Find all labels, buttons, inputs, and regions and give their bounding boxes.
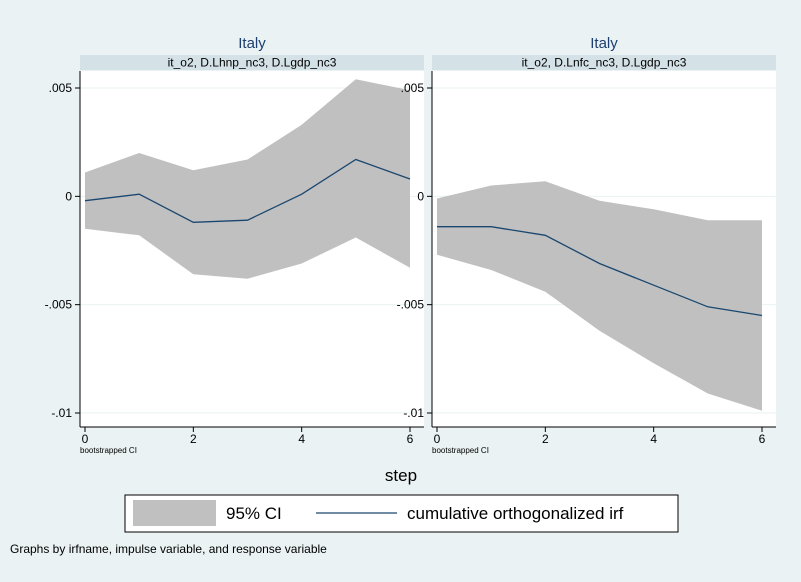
panel-subtitle-bar	[432, 55, 776, 70]
y-tick-label: -.005	[45, 298, 73, 312]
y-tick-label: -.01	[403, 406, 424, 420]
panel-note: bootstrapped CI	[80, 446, 137, 455]
y-tick-label: .005	[49, 81, 73, 95]
x-axis-label: step	[385, 466, 417, 485]
x-tick-label: 4	[298, 432, 305, 446]
legend: 95% CI cumulative orthogonalized irf	[124, 494, 679, 533]
panel-subtitle: it_o2, D.Lhnp_nc3, D.Lgdp_nc3	[168, 56, 337, 70]
ci-band	[85, 79, 410, 279]
ci-band	[437, 181, 762, 411]
panel-title: Italy	[238, 35, 266, 52]
y-tick-label: 0	[65, 189, 72, 203]
y-tick-label: -.005	[397, 298, 425, 312]
x-tick-label: 2	[542, 432, 549, 446]
x-tick-label: 0	[82, 432, 89, 446]
irf-line	[84, 158, 411, 223]
x-tick-label: 2	[190, 432, 197, 446]
panel-subtitle: it_o2, D.Lnfc_nc3, D.Lgdp_nc3	[522, 56, 687, 70]
graph-caption: Graphs by irfname, impulse variable, and…	[10, 542, 327, 556]
x-tick-label: 4	[650, 432, 657, 446]
y-tick-label: .005	[401, 81, 425, 95]
legend-line-label: cumulative orthogonalized irf	[407, 504, 624, 523]
irf-line	[437, 226, 763, 317]
legend-ci-label: 95% CI	[226, 504, 282, 523]
x-tick-label: 6	[759, 432, 766, 446]
legend-box	[124, 494, 679, 533]
panel-note: bootstrapped CI	[432, 446, 489, 455]
panel-subtitle-bar	[80, 55, 424, 70]
x-tick-label: 0	[434, 432, 441, 446]
y-tick-label: -.01	[51, 406, 72, 420]
panel-title: Italy	[590, 35, 618, 52]
y-tick-label: 0	[417, 189, 424, 203]
x-tick-label: 6	[407, 432, 414, 446]
legend-ci-swatch	[133, 500, 216, 526]
